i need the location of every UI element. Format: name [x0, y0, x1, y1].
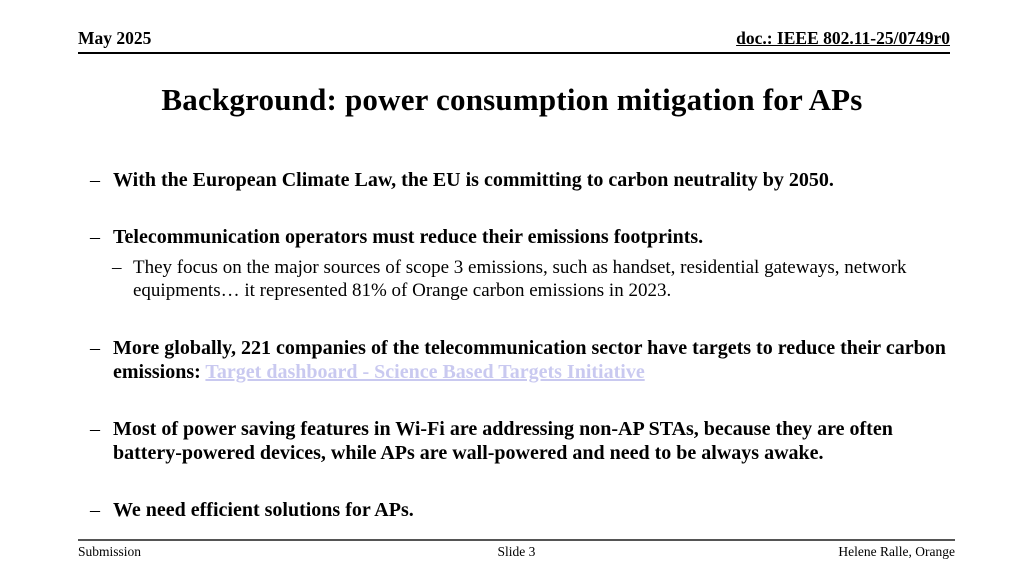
bullet-dash: –	[90, 169, 100, 191]
bullet-climate-law: – With the European Climate Law, the EU …	[90, 168, 952, 192]
bullet-dash: –	[90, 417, 100, 440]
bullet-text: With the European Climate Law, the EU is…	[113, 169, 834, 191]
bullet-text: Telecommunication operators must reduce …	[113, 226, 704, 248]
bullet-dash: –	[90, 226, 100, 248]
footer-slide-number: Slide 3	[497, 544, 536, 559]
bullet-power-saving: – Most of power saving features in Wi-Fi…	[90, 417, 952, 465]
bullet-text: Most of power saving features in Wi-Fi a…	[113, 417, 893, 464]
bullet-text: They focus on the major sources of scope…	[133, 257, 907, 301]
sbti-link[interactable]: Target dashboard - Science Based Targets…	[205, 360, 645, 383]
subbullet-scope3-emissions: – They focus on the major sources of sco…	[112, 257, 952, 303]
bullet-efficient-solutions: – We need efficient solutions for APs.	[90, 498, 952, 522]
header-date: May 2025	[78, 28, 152, 48]
header-doc-id: doc.: IEEE 802.11-25/0749r0	[736, 28, 950, 48]
bullet-text: More globally, 221 companies of the tele…	[113, 336, 952, 384]
slide-footer: Submission Slide 3 Helene Ralle, Orange	[78, 539, 955, 560]
slide-header: May 2025 doc.: IEEE 802.11-25/0749r0	[78, 28, 950, 54]
bullet-dash: –	[90, 498, 100, 521]
bullet-sbti-targets: – More globally, 221 companies of the te…	[90, 336, 952, 384]
bullet-text: We need efficient solutions for APs.	[113, 498, 414, 521]
bullet-telecom-operators: – Telecommunication operators must reduc…	[90, 225, 952, 249]
footer-submission: Submission	[78, 544, 142, 559]
slide-title: Background: power consumption mitigation…	[161, 82, 863, 117]
bullet-text-lead: More globally, 221 companies of the tele…	[113, 336, 946, 383]
footer-author: Helene Ralle, Orange	[838, 544, 955, 559]
bullet-dash: –	[112, 257, 122, 278]
slide-body: – With the European Climate Law, the EU …	[90, 168, 952, 555]
bullet-dash: –	[90, 336, 100, 359]
